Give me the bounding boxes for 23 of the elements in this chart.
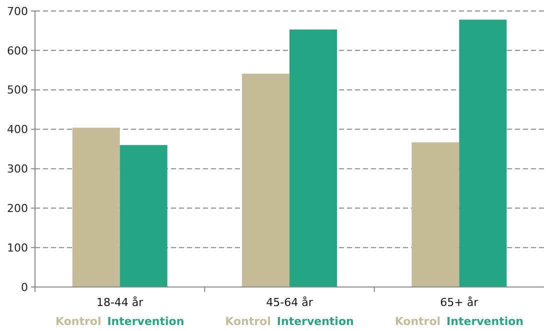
text: Kontrol [394,315,441,328]
bar [290,30,338,287]
text: Kontrol [55,315,102,328]
text: Kontrol [225,315,271,328]
bar [242,74,290,287]
bar [120,145,168,287]
x-tick-label: 65+ år [440,296,479,309]
y-tick-label: 700 [7,4,28,18]
x-tick-label: 45-64 år [266,296,314,309]
bar [459,20,507,287]
bar [72,128,120,287]
y-tick-label: 400 [7,123,28,136]
y-tick-label: 500 [7,84,28,97]
text: Intervention [276,315,354,328]
y-tick-label: 0 [21,280,28,294]
y-tick-label: 600 [7,44,28,58]
x-tick-label: 18-44 år [96,296,144,309]
text: Intervention [107,315,184,328]
y-tick-label: 100 [7,241,28,254]
bar [412,142,460,287]
y-tick-label: 300 [7,162,28,176]
y-tick-label: 200 [7,202,28,215]
text: Intervention [446,315,524,328]
